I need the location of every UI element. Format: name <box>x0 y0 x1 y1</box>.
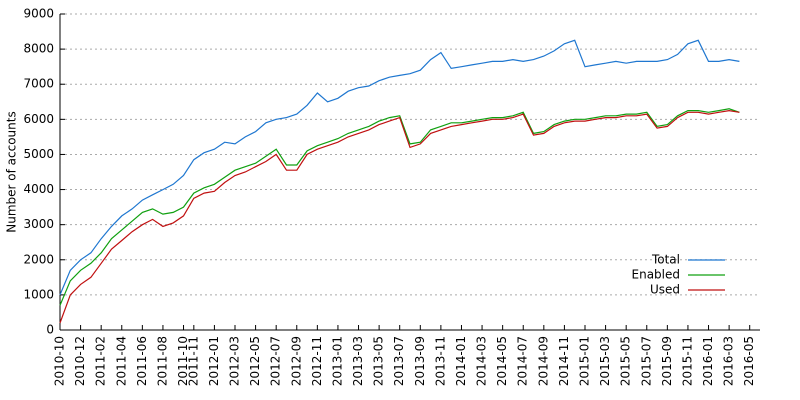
x-tick-label: 2011-02 <box>94 336 108 386</box>
x-tick-label: 2011-11 <box>186 336 200 386</box>
x-tick-label: 2011-06 <box>135 336 149 386</box>
x-tick-label: 2012-09 <box>289 336 303 386</box>
series-line <box>59 39 740 296</box>
x-tick-label: 2012-07 <box>269 336 283 386</box>
x-tick-label: 2013-09 <box>413 336 427 386</box>
y-tick-label: 4000 <box>23 182 54 196</box>
x-tick-label: 2014-01 <box>454 336 468 386</box>
x-tick-label: 2011-10 <box>176 336 190 386</box>
x-tick-label: 2013-03 <box>351 336 365 386</box>
x-tick-label: 2010-10 <box>53 336 67 386</box>
x-tick-label: 2016-05 <box>742 336 756 386</box>
y-tick-label: 3000 <box>23 217 54 231</box>
x-tick-label: 2014-09 <box>536 336 550 386</box>
x-tick-label: 2014-07 <box>516 336 530 386</box>
legend-label: Total <box>651 253 680 267</box>
x-tick-label: 2016-01 <box>701 336 715 386</box>
x-tick-label: 2015-11 <box>680 336 694 386</box>
x-tick-label: 2013-07 <box>392 336 406 386</box>
x-tick-label: 2012-03 <box>228 336 242 386</box>
y-tick-label: 7000 <box>23 77 54 91</box>
x-tick-label: 2014-11 <box>557 336 571 386</box>
y-tick-label: 0 <box>46 323 54 337</box>
x-tick-label: 2013-05 <box>372 336 386 386</box>
x-tick-label: 2015-09 <box>660 336 674 386</box>
y-tick-label: 6000 <box>23 112 54 126</box>
x-tick-label: 2015-07 <box>639 336 653 386</box>
legend-label: Enabled <box>632 268 681 282</box>
y-tick-label: 1000 <box>23 287 54 301</box>
series-line <box>59 109 740 324</box>
y-axis-label: Number of accounts <box>5 111 19 232</box>
x-tick-label: 2015-03 <box>598 336 612 386</box>
x-tick-label: 2012-05 <box>248 336 262 386</box>
y-tick-label: 8000 <box>23 42 54 56</box>
x-tick-label: 2016-03 <box>722 336 736 386</box>
x-tick-label: 2014-05 <box>495 336 509 386</box>
x-tick-label: 2010-12 <box>73 336 87 386</box>
y-tick-label: 9000 <box>23 7 54 21</box>
series-line <box>59 108 740 306</box>
x-tick-label: 2014-03 <box>475 336 489 386</box>
x-tick-label: 2011-08 <box>155 336 169 386</box>
x-tick-label: 2011-04 <box>114 336 128 386</box>
y-tick-label: 2000 <box>23 252 54 266</box>
x-tick-label: 2013-11 <box>433 336 447 386</box>
x-tick-label: 2013-01 <box>330 336 344 386</box>
legend-label: Used <box>650 283 680 297</box>
y-tick-label: 5000 <box>23 147 54 161</box>
x-tick-label: 2015-05 <box>619 336 633 386</box>
x-tick-label: 2015-01 <box>578 336 592 386</box>
x-tick-label: 2012-01 <box>207 336 221 386</box>
x-tick-label: 2012-11 <box>310 336 324 386</box>
